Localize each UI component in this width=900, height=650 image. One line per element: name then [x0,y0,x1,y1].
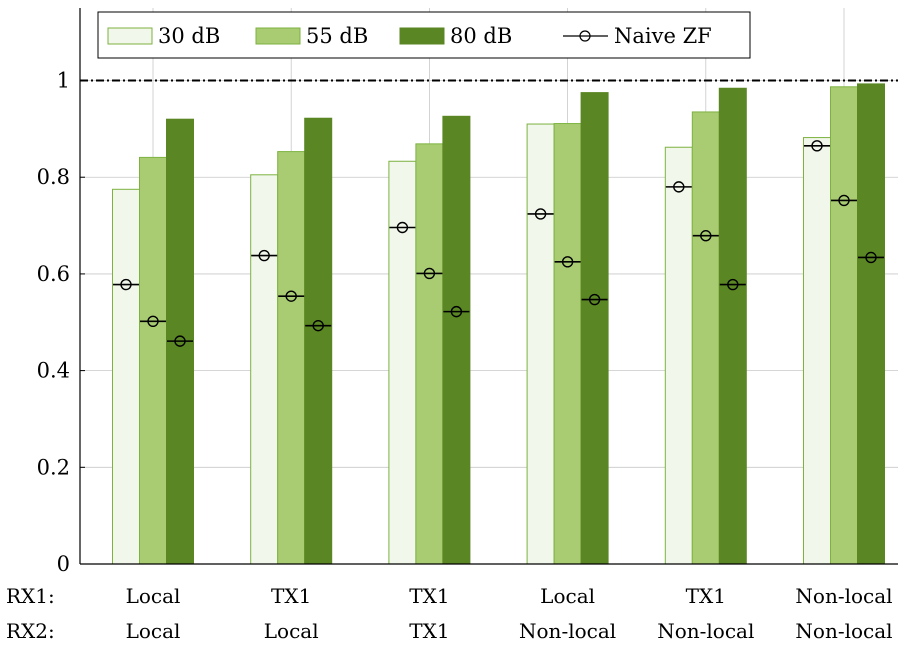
legend-label-naive-zf: Naive ZF [614,24,712,48]
legend: 30 dB 55 dB 80 dB Naive ZF [97,11,751,59]
naive-zf-marker-cat4-0 [665,181,692,193]
x-label-rx1-cat4: TX1 [686,584,726,608]
y-tick-label-0: 0 [57,552,70,576]
row-label-rx2: RX2: [6,619,55,643]
bar-80dB-cat1 [304,117,333,565]
bar-55dB-cat4 [691,111,720,565]
naive-zf-marker-cat1-0 [251,249,278,262]
y-tick-label-5: 1 [57,69,70,93]
naive-zf-marker-cat5-0 [804,140,830,152]
x-label-rx2-cat3: Non-local [519,619,616,643]
bars [112,83,885,565]
x-label-rx1-cat0: Local [126,584,181,608]
x-label-rx1-cat1: TX1 [271,584,311,608]
bar-55dB-cat3 [553,123,582,565]
bar-30dB-cat5 [803,137,831,565]
bar-55dB-cat5 [830,86,858,565]
naive-zf-marker-cat2-1 [416,267,443,280]
x-label-rx2-cat5: Non-local [795,619,892,643]
x-label-rx2-cat0: Local [126,619,181,643]
y-tick-label-2: 0.4 [37,359,70,383]
legend-label-1: 55 dB [306,24,368,48]
naive-zf-marker-cat0-2 [167,335,193,347]
legend-label-2: 80 dB [450,24,512,48]
bar-30dB-cat0 [112,188,140,565]
bar-55dB-cat1 [277,151,306,565]
y-tick-label-4: 0.8 [37,165,70,189]
x-label-rx1-cat5: Non-local [795,584,892,608]
naive-zf-marker-cat2-0 [389,221,416,234]
x-label-rx2-cat4: Non-local [657,619,754,643]
x-label-rx1-cat2: TX1 [409,584,449,608]
x-category-labels: RX1: RX2: Local Local TX1 Local TX1 TX1 Local Non… [6,584,893,643]
legend-entry-30dB: 30 dB [107,24,220,48]
naive-zf-marker-cat1-1 [278,290,305,302]
legend-entry-80dB: 80 dB [399,24,512,48]
naive-zf-markers [113,140,884,347]
axes [79,8,898,565]
naive-zf-marker-cat4-1 [692,230,719,242]
bar-80dB-cat2 [442,115,471,565]
bar-30dB-cat2 [388,160,417,565]
naive-zf-marker-cat5-1 [831,194,857,207]
naive-zf-marker-cat1-2 [305,319,332,332]
bar-80dB-cat4 [718,87,747,565]
x-label-rx2-cat2: TX1 [409,619,449,643]
naive-zf-marker-cat3-2 [581,293,608,306]
naive-zf-marker-cat2-2 [443,305,470,318]
x-label-rx2-cat1: Local [264,619,319,643]
y-tick-labels: 0 0.2 0.4 0.6 0.8 1 [37,69,70,576]
bar-30dB-cat3 [526,123,555,565]
row-label-rx1: RX1: [6,584,55,608]
legend-entry-55dB: 55 dB [255,24,368,48]
bar-30dB-cat4 [664,146,693,565]
naive-zf-marker-cat3-1 [554,256,581,268]
bar-55dB-cat0 [139,156,167,565]
grid-lines [80,8,898,564]
bar-30dB-cat1 [250,174,279,565]
bar-80dB-cat5 [857,83,885,565]
legend-entry-naive-zf: Naive ZF [563,24,712,48]
bar-55dB-cat2 [415,143,444,565]
y-tick-label-1: 0.2 [37,455,70,479]
y-tick-label-3: 0.6 [37,262,70,286]
naive-zf-marker-cat0-1 [140,315,166,327]
naive-zf-marker-cat5-2 [858,251,884,264]
naive-zf-marker-cat3-0 [527,208,554,220]
x-label-rx1-cat3: Local [540,584,595,608]
legend-label-0: 30 dB [158,24,220,48]
naive-zf-marker-cat0-0 [113,278,139,291]
naive-zf-marker-cat4-2 [719,278,746,291]
bar-80dB-cat3 [580,92,609,565]
